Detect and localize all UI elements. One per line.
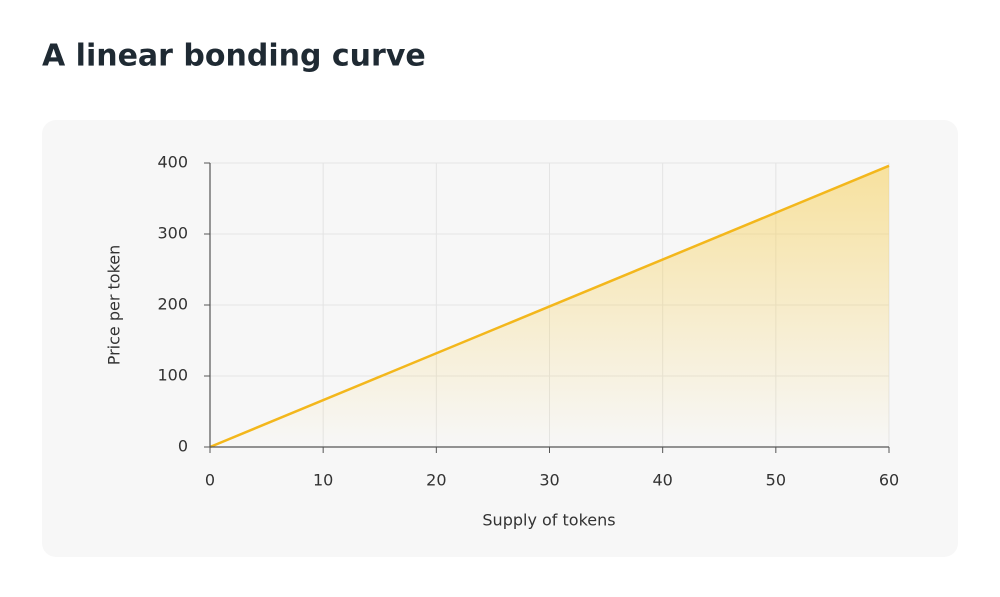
x-tick-label: 10 xyxy=(313,471,333,490)
x-axis-label: Supply of tokens xyxy=(482,511,615,530)
x-tick-label: 30 xyxy=(539,471,559,490)
x-tick-label: 60 xyxy=(879,471,899,490)
x-tick-label: 20 xyxy=(426,471,446,490)
chart-title: A linear bonding curve xyxy=(42,39,426,74)
line xyxy=(209,164,890,449)
y-tick-label: 0 xyxy=(178,437,188,456)
y-tick-label: 400 xyxy=(157,153,188,172)
y-tick-label: 100 xyxy=(157,366,188,385)
y-tick-label: 300 xyxy=(157,224,188,243)
y-tick-label: 200 xyxy=(157,295,188,314)
x-tick-label: 40 xyxy=(652,471,672,490)
y-axis-label: Price per token xyxy=(105,245,124,366)
x-tick-label: 0 xyxy=(205,471,215,490)
x-tick-label: 50 xyxy=(766,471,786,490)
